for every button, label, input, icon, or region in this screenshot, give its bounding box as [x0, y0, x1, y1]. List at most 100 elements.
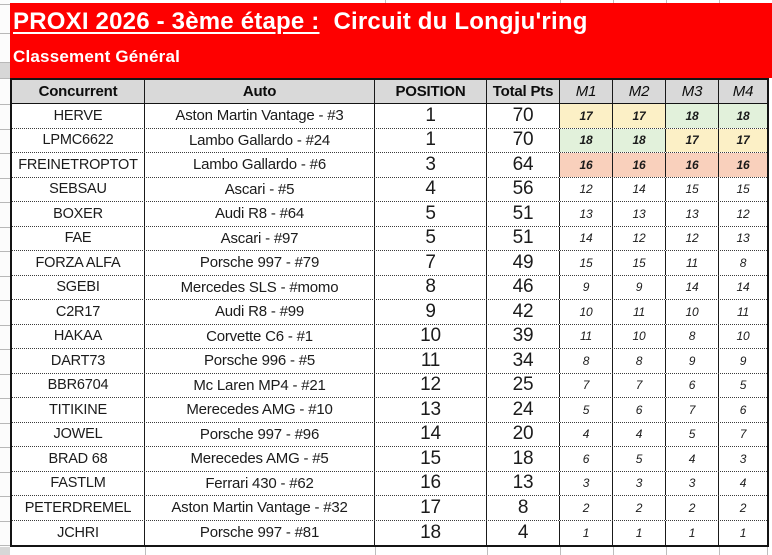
cell-m3[interactable]: 18 — [666, 104, 719, 128]
cell-m1[interactable]: 14 — [560, 226, 613, 250]
cell-m3[interactable]: 16 — [666, 153, 719, 177]
cell-position[interactable]: 10 — [375, 324, 487, 348]
cell-position[interactable]: 12 — [375, 373, 487, 397]
cell-m2[interactable]: 15 — [613, 251, 666, 275]
cell-total-pts[interactable]: 70 — [487, 104, 560, 128]
cell-total-pts[interactable]: 8 — [487, 496, 560, 520]
cell-position[interactable]: 14 — [375, 422, 487, 446]
cell-position[interactable]: 11 — [375, 349, 487, 373]
cell-total-pts[interactable]: 51 — [487, 226, 560, 250]
cell-m1[interactable]: 3 — [560, 471, 613, 495]
cell-concurrent[interactable]: JOWEL — [12, 422, 145, 446]
cell-m2[interactable]: 16 — [613, 153, 666, 177]
header-cell-concurrent[interactable]: Concurrent — [12, 80, 145, 103]
cell-auto[interactable]: Corvette C6 - #1 — [145, 324, 375, 348]
cell-concurrent[interactable]: BRAD 68 — [12, 447, 145, 471]
header-cell-total-pts[interactable]: Total Pts — [487, 80, 560, 103]
cell-position[interactable]: 7 — [375, 251, 487, 275]
cell-m3[interactable]: 14 — [666, 275, 719, 299]
cell-auto[interactable]: Audi R8 - #99 — [145, 300, 375, 324]
header-cell-m1[interactable]: M1 — [560, 80, 613, 103]
cell-concurrent[interactable]: BOXER — [12, 202, 145, 226]
cell-auto[interactable]: Porsche 997 - #96 — [145, 422, 375, 446]
cell-auto[interactable]: Ascari - #5 — [145, 177, 375, 201]
header-cell-m4[interactable]: M4 — [732, 83, 754, 100]
cell-total-pts[interactable]: 13 — [487, 471, 560, 495]
cell-m1[interactable]: 7 — [560, 373, 613, 397]
cell-m3[interactable]: 12 — [666, 226, 719, 250]
cell-total-pts[interactable]: 24 — [487, 398, 560, 422]
cell-m1[interactable]: 6 — [560, 447, 613, 471]
cell-position[interactable]: 8 — [375, 275, 487, 299]
cell-m3[interactable]: 13 — [666, 202, 719, 226]
cell-auto[interactable]: Audi R8 - #64 — [145, 202, 375, 226]
cell-total-pts[interactable]: 18 — [487, 447, 560, 471]
cell-m1[interactable]: 4 — [560, 422, 613, 446]
cell-concurrent[interactable]: FASTLM — [12, 471, 145, 495]
cell-m1[interactable]: 15 — [560, 251, 613, 275]
cell-m3[interactable]: 2 — [666, 496, 719, 520]
cell-concurrent[interactable]: FREINETROPTOT — [12, 153, 145, 177]
cell-concurrent[interactable]: BBR6704 — [12, 373, 145, 397]
cell-total-pts[interactable]: 51 — [487, 202, 560, 226]
cell-auto[interactable]: Ferrari 430 - #62 — [145, 471, 375, 495]
cell-total-pts[interactable]: 49 — [487, 251, 560, 275]
cell-concurrent[interactable]: DART73 — [12, 349, 145, 373]
cell-m4[interactable]: 3 — [739, 451, 747, 466]
cell-m3[interactable]: 8 — [666, 324, 719, 348]
cell-m3[interactable]: 17 — [666, 128, 719, 152]
cell-m4[interactable]: 5 — [739, 378, 747, 393]
cell-m3[interactable]: 9 — [666, 349, 719, 373]
cell-m3[interactable]: 10 — [666, 300, 719, 324]
cell-m1[interactable]: 13 — [560, 202, 613, 226]
cell-position[interactable]: 1 — [375, 128, 487, 152]
cell-concurrent[interactable]: SGEBI — [12, 275, 145, 299]
cell-concurrent[interactable]: HERVE — [12, 104, 145, 128]
cell-position[interactable]: 17 — [375, 496, 487, 520]
cell-total-pts[interactable]: 25 — [487, 373, 560, 397]
cell-m2[interactable]: 4 — [613, 422, 666, 446]
cell-m3[interactable]: 11 — [666, 251, 719, 275]
cell-concurrent[interactable]: JCHRI — [12, 520, 145, 545]
cell-m4[interactable]: 8 — [739, 255, 747, 270]
cell-m4[interactable]: 13 — [736, 231, 750, 246]
cell-total-pts[interactable]: 70 — [487, 128, 560, 152]
cell-m4[interactable]: 16 — [719, 153, 767, 177]
cell-total-pts[interactable]: 39 — [487, 324, 560, 348]
cell-position[interactable]: 5 — [375, 202, 487, 226]
cell-m1[interactable]: 5 — [560, 398, 613, 422]
cell-auto[interactable]: Merecedes AMG - #10 — [145, 398, 375, 422]
cell-position[interactable]: 16 — [375, 471, 487, 495]
cell-concurrent[interactable]: SEBSAU — [12, 177, 145, 201]
cell-m1[interactable]: 11 — [560, 324, 613, 348]
cell-auto[interactable]: Lambo Gallardo - #24 — [145, 128, 375, 152]
cell-m4[interactable]: 14 — [736, 280, 750, 295]
cell-m1[interactable]: 16 — [560, 153, 613, 177]
header-cell-m3[interactable]: M3 — [666, 80, 719, 103]
cell-m1[interactable]: 17 — [560, 104, 613, 128]
cell-m2[interactable]: 8 — [613, 349, 666, 373]
cell-m1[interactable]: 18 — [560, 128, 613, 152]
cell-concurrent[interactable]: C2R17 — [12, 300, 145, 324]
cell-concurrent[interactable]: LPMC6622 — [12, 128, 145, 152]
cell-m3[interactable]: 4 — [666, 447, 719, 471]
cell-m3[interactable]: 6 — [666, 373, 719, 397]
cell-concurrent[interactable]: FAE — [12, 226, 145, 250]
cell-position[interactable]: 3 — [375, 153, 487, 177]
cell-position[interactable]: 9 — [375, 300, 487, 324]
cell-total-pts[interactable]: 56 — [487, 177, 560, 201]
cell-m3[interactable]: 1 — [666, 520, 719, 545]
cell-m1[interactable]: 10 — [560, 300, 613, 324]
cell-m4[interactable]: 6 — [739, 402, 747, 417]
cell-position[interactable]: 13 — [375, 398, 487, 422]
cell-m4[interactable]: 2 — [739, 500, 747, 515]
cell-m1[interactable]: 12 — [560, 177, 613, 201]
header-cell-m2[interactable]: M2 — [613, 80, 666, 103]
cell-m2[interactable]: 13 — [613, 202, 666, 226]
cell-position[interactable]: 18 — [375, 520, 487, 545]
cell-total-pts[interactable]: 20 — [487, 422, 560, 446]
cell-m4[interactable]: 15 — [736, 182, 750, 197]
cell-m2[interactable]: 3 — [613, 471, 666, 495]
cell-auto[interactable]: Aston Martin Vantage - #32 — [145, 496, 375, 520]
cell-m2[interactable]: 2 — [613, 496, 666, 520]
